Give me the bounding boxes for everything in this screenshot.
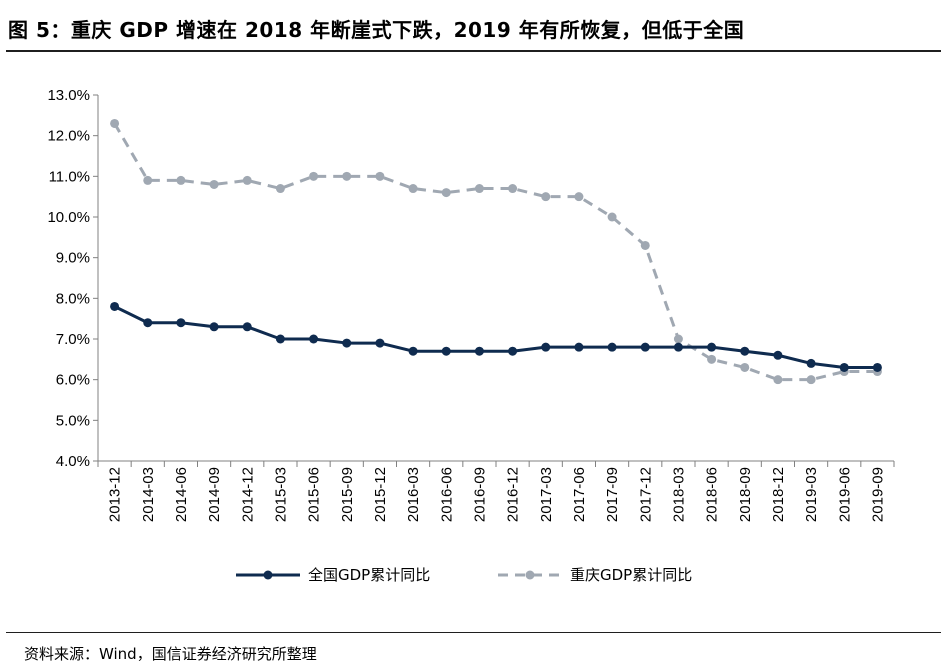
series-1-point [740, 362, 750, 372]
y-tick-label: 13.0% [47, 87, 90, 104]
legend-label-0: 全国GDP累计同比 [308, 566, 430, 584]
x-tick-label: 2018-06 [704, 467, 721, 522]
chart-title: 图 5：重庆 GDP 增速在 2018 年断崖式下跌，2019 年有所恢复，但低… [8, 18, 745, 42]
x-tick-label: 2017-03 [538, 467, 555, 522]
title-rule [6, 50, 941, 52]
series-0-point [143, 318, 153, 328]
series-0-point [773, 350, 783, 360]
x-tick-label: 2019-03 [803, 467, 820, 522]
x-tick-label: 2015-06 [306, 467, 323, 522]
x-tick-label: 2018-12 [770, 467, 787, 522]
series-0-point [110, 301, 120, 311]
legend-marker-0 [263, 570, 273, 580]
x-tick-label: 2014-12 [239, 467, 256, 522]
y-tick-label: 9.0% [56, 250, 90, 267]
series-0-point [474, 346, 484, 356]
series-0-point [673, 342, 683, 352]
y-tick-label: 10.0% [47, 209, 90, 226]
x-tick-label: 2016-12 [505, 467, 522, 522]
chart-series [110, 118, 882, 385]
line-chart: 4.0% 5.0% 6.0% 7.0% 8.0% 9.0% 10.0% 11.0% 12.0% 1… [47, 87, 895, 584]
series-1-point [474, 184, 484, 194]
series-1-point [607, 212, 617, 222]
x-tick-label: 2015-12 [372, 467, 389, 522]
series-0-point [574, 342, 584, 352]
series-1-point [441, 188, 451, 198]
series-1-point [309, 171, 319, 181]
series-0-point [209, 322, 219, 332]
y-tick-label: 12.0% [47, 128, 90, 145]
y-tick-label: 5.0% [56, 412, 90, 429]
series-0-point [441, 346, 451, 356]
series-1-point [342, 171, 352, 181]
series-1-point [143, 175, 153, 185]
series-1-point [806, 375, 816, 385]
x-tick-label: 2017-12 [637, 467, 654, 522]
x-tick-label: 2013-12 [107, 467, 124, 522]
source-rule [6, 632, 941, 633]
y-tick-label: 8.0% [56, 290, 90, 307]
x-tick-label: 2017-09 [604, 467, 621, 522]
x-tick-label: 2014-09 [206, 467, 223, 522]
series-1-point [508, 184, 518, 194]
legend-marker-1 [525, 570, 535, 580]
y-tick-label: 4.0% [56, 453, 90, 470]
y-tick-label: 11.0% [49, 168, 90, 185]
legend-label-1: 重庆GDP累计同比 [570, 566, 692, 584]
series-0-point [740, 346, 750, 356]
series-1-point [707, 354, 717, 364]
x-tick-label: 2014-03 [140, 467, 157, 522]
series-1-point [773, 375, 783, 385]
x-tick-label: 2016-09 [471, 467, 488, 522]
chart-legend: 全国GDP累计同比 重庆GDP累计同比 [236, 566, 692, 584]
series-0-point [607, 342, 617, 352]
y-tick-label: 6.0% [56, 372, 90, 389]
series-0-point [408, 346, 418, 356]
series-0-point [275, 334, 285, 344]
series-1-point [640, 240, 650, 250]
x-tick-label: 2017-06 [571, 467, 588, 522]
series-1-point [673, 334, 683, 344]
series-0-point [839, 362, 849, 372]
series-0-point [872, 362, 882, 372]
source-note: 资料来源：Wind，国信证券经济研究所整理 [24, 645, 317, 663]
series-1-point [209, 179, 219, 189]
x-tick-label: 2018-09 [737, 467, 754, 522]
x-tick-label: 2014-06 [173, 467, 190, 522]
chart-axes: 4.0% 5.0% 6.0% 7.0% 8.0% 9.0% 10.0% 11.0% 12.0% 1… [47, 87, 895, 522]
series-0-point [806, 358, 816, 368]
series-0-point [375, 338, 385, 348]
x-tick-label: 2019-09 [869, 467, 886, 522]
series-1-point [574, 192, 584, 202]
series-0-point [508, 346, 518, 356]
series-0-point [707, 342, 717, 352]
series-0-point [309, 334, 319, 344]
series-1-point [541, 192, 551, 202]
series-1-point [242, 175, 252, 185]
x-tick-label: 2015-09 [339, 467, 356, 522]
x-tick-label: 2016-03 [405, 467, 422, 522]
series-1-point [275, 184, 285, 194]
series-1-point [375, 171, 385, 181]
x-tick-label: 2016-06 [438, 467, 455, 522]
series-1-point [408, 184, 418, 194]
x-tick-label: 2019-06 [836, 467, 853, 522]
series-0-point [242, 322, 252, 332]
y-tick-label: 7.0% [56, 331, 90, 348]
series-0-point [342, 338, 352, 348]
series-0-point [176, 318, 186, 328]
x-tick-label: 2018-03 [670, 467, 687, 522]
x-tick-label: 2015-03 [272, 467, 289, 522]
series-1-point [176, 175, 186, 185]
series-line-1 [113, 122, 878, 382]
series-1-point [110, 118, 120, 128]
series-0-point [541, 342, 551, 352]
series-0-point [640, 342, 650, 352]
series-line-0 [113, 305, 878, 369]
